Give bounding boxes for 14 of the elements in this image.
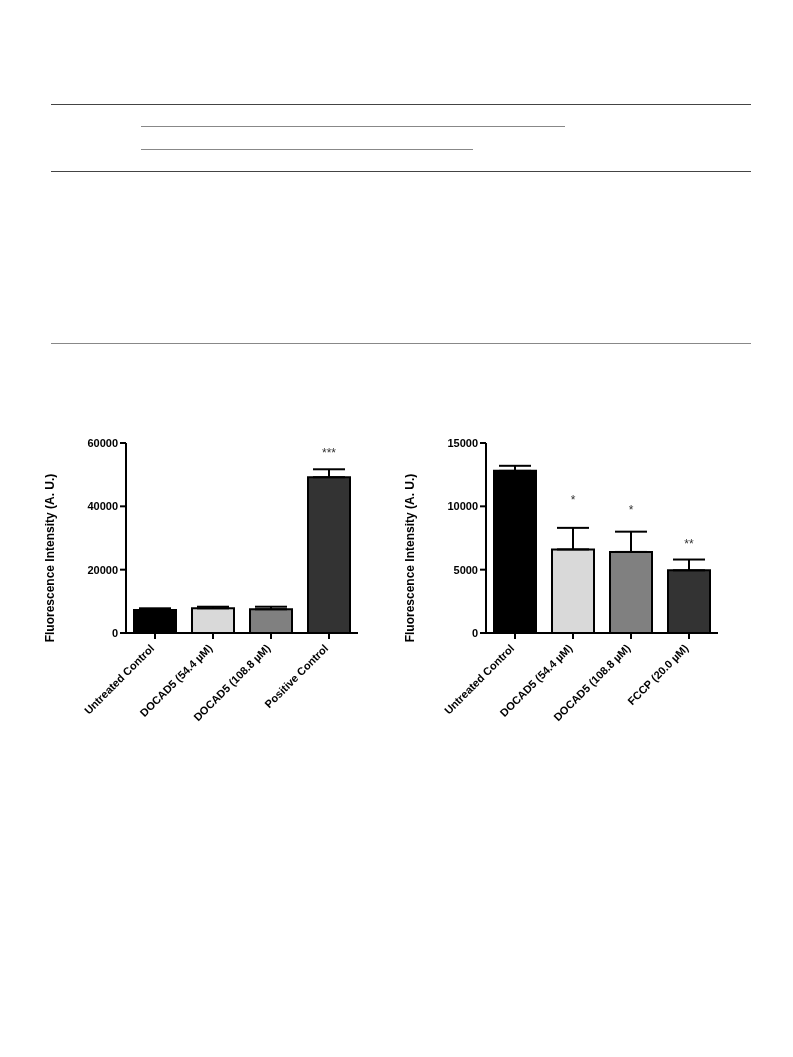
annotation: *: [628, 502, 634, 517]
annotation: **: [684, 536, 694, 551]
y-axis-title: Fluorescence Intensity (A. U.): [403, 473, 418, 643]
annotation: ***: [321, 446, 337, 461]
y-tick-label: 60000: [87, 436, 118, 449]
y-tick-label: 40000: [87, 500, 118, 513]
y-tick-label: 0: [471, 626, 478, 639]
y-tick-label: 20000: [87, 563, 118, 576]
y-tick-label: 15000: [447, 436, 478, 449]
y-tick-label: 0: [111, 626, 118, 639]
y-tick-label: 10000: [447, 500, 478, 513]
y-tick-label: 5000: [453, 563, 478, 576]
y-axis-title: Fluorescence Intensity (A. U.): [43, 473, 58, 643]
annotation: *: [570, 492, 576, 507]
